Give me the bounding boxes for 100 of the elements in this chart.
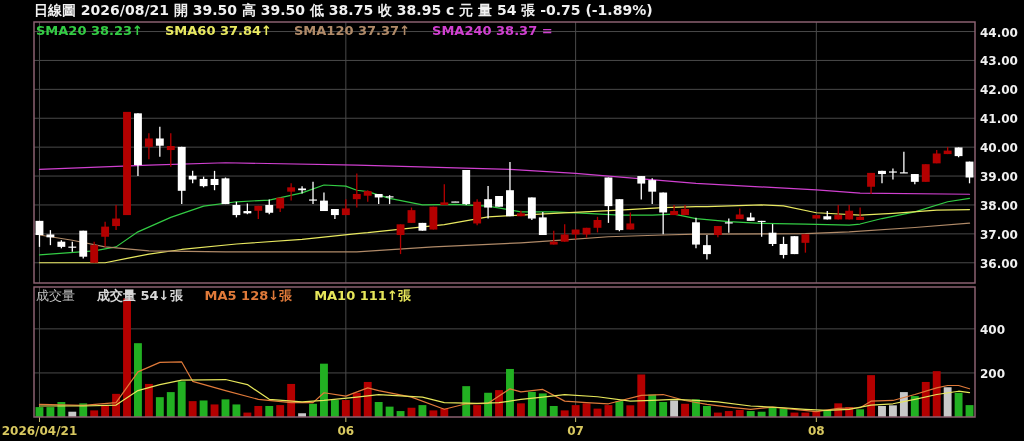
candlestick	[90, 241, 99, 264]
candlestick	[473, 198, 482, 226]
bar	[943, 387, 952, 417]
bar	[144, 383, 153, 417]
bar	[571, 405, 580, 417]
candlestick	[112, 204, 120, 231]
bar	[199, 400, 208, 417]
y-tick-label: 44.00	[980, 25, 1018, 40]
y-tick-label: 40.00	[980, 141, 1018, 156]
bar	[506, 368, 514, 417]
candlestick	[352, 172, 361, 209]
bar	[188, 401, 197, 417]
text: SMA60 37.84↑	[165, 23, 272, 38]
bar	[527, 391, 536, 417]
candlestick	[768, 223, 777, 247]
bar	[954, 392, 963, 417]
candlestick	[659, 191, 668, 235]
bar	[101, 405, 110, 417]
x-tick-label: 07	[567, 424, 584, 438]
bar	[429, 410, 438, 417]
candlestick	[801, 233, 810, 254]
text: SMA120 37.37↑	[294, 23, 411, 38]
bar	[418, 405, 427, 417]
text: SMA240 38.37 =	[432, 23, 553, 38]
bar	[232, 404, 241, 417]
bar	[265, 405, 274, 417]
candlestick	[702, 234, 711, 261]
candlestick	[166, 132, 175, 168]
x-tick-label: 06	[337, 424, 355, 438]
candlestick	[287, 182, 296, 202]
bar	[155, 397, 164, 417]
candlestick	[856, 206, 865, 221]
x-tick-label: 08	[807, 424, 825, 438]
bar	[177, 381, 186, 417]
candlestick	[298, 185, 307, 195]
candlestick	[527, 196, 536, 221]
bar	[341, 400, 350, 417]
bar	[889, 405, 897, 417]
bar	[867, 375, 875, 417]
candlestick	[692, 217, 700, 249]
bar	[330, 400, 339, 417]
candlestick	[648, 177, 657, 205]
bar	[626, 405, 635, 417]
text: MA10 111↑張	[314, 288, 412, 303]
bar	[702, 405, 711, 417]
bar	[538, 393, 547, 417]
bar	[309, 403, 317, 417]
bar	[320, 363, 328, 417]
chart-title: 成交量	[36, 288, 75, 303]
bar	[287, 383, 296, 417]
bar	[276, 405, 285, 417]
bar	[549, 405, 558, 417]
bar	[462, 386, 471, 417]
candlestick	[396, 223, 405, 255]
bar	[878, 405, 886, 417]
bar	[856, 409, 865, 417]
bar	[516, 403, 525, 417]
y-tick-label: 38.00	[980, 198, 1018, 213]
candlestick	[101, 221, 110, 248]
candlestick	[309, 181, 317, 205]
y-tick-label: 200	[980, 366, 1006, 381]
candlestick	[889, 167, 897, 181]
y-tick-label: 41.00	[980, 112, 1018, 127]
bar	[932, 371, 941, 417]
bar	[352, 392, 361, 417]
bar	[681, 403, 689, 417]
text: SMA20 38.23↑	[36, 23, 143, 38]
bar	[473, 405, 482, 417]
bar	[670, 400, 679, 417]
candlestick	[144, 132, 153, 160]
bar	[166, 392, 175, 417]
bar	[90, 410, 99, 417]
bar	[46, 407, 55, 417]
candlestick	[878, 170, 886, 184]
candlestick	[637, 175, 646, 201]
text: MA5 128↓張	[204, 288, 294, 303]
y-tick-label: 37.00	[980, 227, 1018, 242]
x-tick-label: 2026/04/21	[1, 424, 78, 438]
line-series	[38, 162, 971, 195]
line-series	[38, 378, 971, 411]
bar	[637, 374, 646, 417]
chart-title: 日線圖 2026/08/21 開 39.50 高 39.50 低 38.75 收 38.95 c 元 量 54 張 -0.75 (-1.89%)	[34, 2, 653, 18]
bar	[254, 405, 263, 417]
candlestick	[155, 125, 164, 158]
y-tick-label: 36.00	[980, 256, 1018, 271]
bar	[921, 381, 930, 417]
line-series	[38, 361, 971, 413]
y-tick-label: 42.00	[980, 83, 1018, 98]
bar	[560, 410, 569, 417]
bar	[615, 401, 624, 417]
candlestick	[484, 185, 493, 220]
bar	[659, 402, 668, 417]
y-tick-label: 43.00	[980, 54, 1018, 69]
bar	[582, 403, 591, 417]
candlestick	[440, 183, 449, 206]
y-tick-label: 400	[980, 322, 1006, 337]
bar	[134, 343, 142, 417]
y-tick-label: 39.00	[980, 170, 1018, 185]
bar	[363, 381, 372, 417]
bar	[910, 396, 919, 417]
